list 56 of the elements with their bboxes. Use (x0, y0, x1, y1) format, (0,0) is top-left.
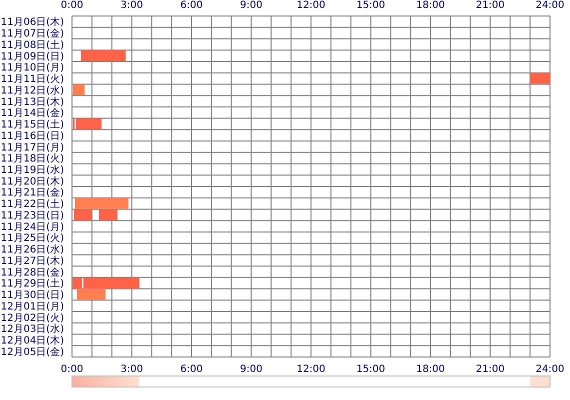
x2-tick-label: 21:00 (476, 0, 505, 11)
y-tick-label: 11月09日(日) (0, 51, 64, 62)
y-tick-label: 11月07日(金) (0, 28, 64, 40)
y-tick-label: 11月29日(土) (0, 278, 64, 290)
y-tick-label: 11月21日(金) (0, 186, 64, 199)
x-tick-label: 12:00 (296, 364, 326, 376)
x-tick-label: 9:00 (240, 364, 262, 376)
bar (72, 84, 85, 96)
y-tick-label: 11月16日(日) (0, 130, 64, 142)
y-tick-label: 11月20日(木) (0, 175, 64, 188)
bar (80, 50, 126, 62)
y-tick-label: 11月22日(土) (0, 198, 64, 210)
y-tick-label: 11月25日(火) (0, 232, 64, 244)
y-tick-label: 11月28日(金) (0, 266, 64, 278)
y-tick-label: 12月02日(火) (0, 312, 64, 324)
y-tick-label: 11月14日(金) (0, 107, 64, 120)
bar (74, 209, 92, 220)
x-tick-label: 18:00 (416, 364, 445, 376)
bar (76, 288, 106, 300)
y-tick-label: 11月13日(木) (0, 96, 64, 108)
y-tick-label: 11月10日(月) (0, 62, 64, 74)
x-tick-label: 24:00 (536, 364, 564, 376)
y-tick-label: 11月12日(水) (0, 84, 64, 96)
y-tick-label: 11月08日(土) (0, 38, 64, 51)
bar (74, 198, 128, 209)
x2-tick-label: 9:00 (240, 0, 262, 11)
y-tick-label: 12月05日(金) (0, 346, 64, 358)
x-tick-label: 21:00 (476, 364, 505, 376)
x2-tick-label: 15:00 (356, 0, 386, 11)
y-tick-label: 11月06日(木) (0, 16, 64, 28)
y-tick-label: 11月18日(火) (0, 152, 64, 165)
y-tick-label: 11月19日(水) (0, 164, 64, 176)
y-tick-label: 11月11日(火) (0, 73, 64, 86)
y-tick-label: 11月27日(木) (0, 254, 64, 267)
x-tick-label: 0:00 (60, 364, 84, 376)
x2-tick-label: 6:00 (180, 0, 203, 11)
y-tick-label: 11月23日(日) (0, 210, 64, 222)
x2-tick-label: 18:00 (416, 0, 445, 11)
y-tick-label: 12月01日(月) (0, 301, 64, 312)
y-tick-label: 12月04日(木) (0, 334, 64, 346)
x2-tick-label: 3:00 (120, 0, 143, 11)
y-tick-label: 11月26日(水) (0, 244, 64, 256)
bar (76, 118, 102, 130)
y-tick-label: 11月30日(日) (0, 290, 64, 302)
x-tick-label: 3:00 (120, 364, 143, 376)
y-tick-label: 11月17日(月) (0, 142, 64, 154)
bar (98, 209, 118, 220)
x2-tick-label: 12:00 (296, 0, 326, 11)
bar (530, 72, 550, 84)
y-tick-label: 11月24日(月) (0, 222, 64, 233)
x-tick-label: 15:00 (356, 364, 386, 376)
y-tick-label: 12月03日(水) (0, 323, 64, 336)
x2-tick-label: 24:00 (536, 0, 564, 11)
x2-tick-label: 0:00 (60, 0, 84, 11)
x-tick-label: 6:00 (180, 364, 203, 376)
y-tick-label: 11月15日(土) (0, 118, 64, 131)
